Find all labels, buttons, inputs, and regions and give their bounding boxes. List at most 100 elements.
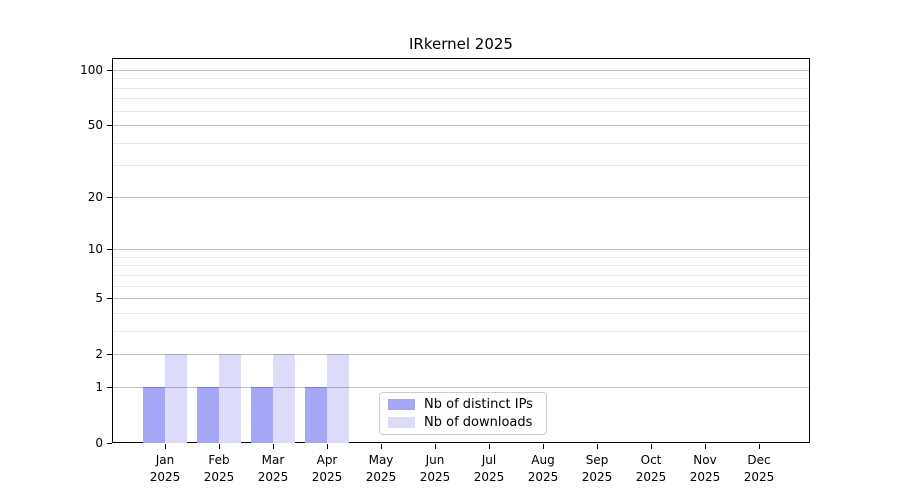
legend-swatch-distinct-ips <box>388 399 415 410</box>
x-tick-year: 2025 <box>743 469 775 484</box>
y-tick-label: 100 <box>80 62 103 77</box>
x-tick-label: Apr 2025 <box>299 452 355 485</box>
y-tick-mark <box>107 249 112 251</box>
x-tick-year: 2025 <box>149 469 181 484</box>
x-tick-year: 2025 <box>311 469 343 484</box>
x-tick-year: 2025 <box>203 469 235 484</box>
x-tick-month: Aug <box>531 453 555 467</box>
gridline-major <box>113 354 809 356</box>
bar-distinct-ips <box>143 386 165 443</box>
bar-distinct-ips <box>305 386 327 443</box>
x-tick-year: 2025 <box>689 469 721 484</box>
y-tick-label: 10 <box>87 242 103 257</box>
x-tick-year: 2025 <box>257 469 289 484</box>
x-tick-mark <box>651 444 652 449</box>
bar-distinct-ips <box>197 386 219 443</box>
x-tick-label: Nov 2025 <box>677 452 733 485</box>
x-tick-mark <box>759 444 760 449</box>
bar-downloads <box>165 354 187 443</box>
x-tick-label: Oct 2025 <box>623 452 679 485</box>
x-tick-year: 2025 <box>581 469 613 484</box>
gridline-minor <box>113 110 809 112</box>
legend: Nb of distinct IPs Nb of downloads <box>379 392 547 435</box>
x-tick-year: 2025 <box>527 469 559 484</box>
y-tick-label: 0 <box>95 436 103 450</box>
y-tick-label: 1 <box>95 379 103 394</box>
x-tick-mark <box>165 444 166 449</box>
x-tick-label: Jul 2025 <box>461 452 517 485</box>
chart-title: IRkernel 2025 <box>409 35 513 53</box>
gridline-major <box>113 298 809 300</box>
gridline-major <box>113 125 809 127</box>
legend-label-distinct-ips: Nb of distinct IPs <box>424 397 533 412</box>
y-tick-label: 5 <box>95 291 103 306</box>
y-tick-label: 2 <box>95 347 103 362</box>
x-tick-mark <box>489 444 490 449</box>
x-tick-mark <box>219 444 220 449</box>
y-tick-mark <box>107 125 112 127</box>
y-tick-mark <box>107 386 112 388</box>
x-tick-label: Jan 2025 <box>137 452 193 485</box>
x-tick-mark <box>381 444 382 449</box>
bar-downloads <box>327 354 349 443</box>
y-tick-mark <box>107 69 112 71</box>
x-tick-month: Jul <box>481 453 497 467</box>
y-tick-mark <box>107 354 112 356</box>
legend-item-distinct-ips: Nb of distinct IPs <box>388 397 538 412</box>
y-tick-label: 20 <box>87 189 103 204</box>
x-tick-label: Aug 2025 <box>515 452 571 485</box>
x-tick-month: Mar <box>261 453 285 467</box>
x-tick-month: Sep <box>585 453 609 467</box>
y-tick-mark <box>107 443 112 444</box>
bar-downloads <box>273 354 295 443</box>
gridline-major <box>113 69 809 71</box>
x-tick-month: Oct <box>640 453 662 467</box>
x-tick-mark <box>705 444 706 449</box>
x-tick-label: Sep 2025 <box>569 452 625 485</box>
x-tick-label: May 2025 <box>353 452 409 485</box>
bar-distinct-ips <box>251 386 273 443</box>
x-tick-month: Apr <box>316 453 338 467</box>
x-tick-label: Jun 2025 <box>407 452 463 485</box>
gridline-major <box>113 196 809 198</box>
x-tick-mark <box>435 444 436 449</box>
legend-item-downloads: Nb of downloads <box>388 415 538 430</box>
y-tick-mark <box>107 298 112 300</box>
gridline-minor <box>113 78 809 80</box>
x-tick-month: Dec <box>747 453 771 467</box>
x-tick-year: 2025 <box>419 469 451 484</box>
x-tick-year: 2025 <box>365 469 397 484</box>
legend-label-downloads: Nb of downloads <box>424 415 533 430</box>
gridline-minor <box>113 265 809 267</box>
x-tick-mark <box>327 444 328 449</box>
x-tick-mark <box>597 444 598 449</box>
x-tick-month: Jan <box>155 453 175 467</box>
y-tick-label: 50 <box>87 118 103 133</box>
x-tick-month: Feb <box>208 453 230 467</box>
gridline-minor <box>113 285 809 287</box>
gridline-minor <box>113 98 809 100</box>
x-tick-mark <box>273 444 274 449</box>
x-tick-year: 2025 <box>635 469 667 484</box>
x-tick-label: Feb 2025 <box>191 452 247 485</box>
y-tick-mark <box>107 196 112 198</box>
bar-downloads <box>219 354 241 443</box>
gridline-major <box>113 249 809 251</box>
legend-swatch-downloads <box>388 417 415 428</box>
x-tick-label: Mar 2025 <box>245 452 301 485</box>
x-tick-month: Jun <box>425 453 445 467</box>
plot-area <box>112 58 810 443</box>
gridline-minor <box>113 256 809 258</box>
x-tick-year: 2025 <box>473 469 505 484</box>
gridline-minor <box>113 330 809 332</box>
x-tick-month: May <box>368 453 394 467</box>
gridline-minor <box>113 274 809 276</box>
gridline-minor <box>113 142 809 144</box>
x-tick-month: Nov <box>693 453 717 467</box>
x-tick-mark <box>543 444 544 449</box>
x-tick-label: Dec 2025 <box>731 452 787 485</box>
gridline-minor <box>113 165 809 167</box>
gridline-major <box>113 386 809 388</box>
gridline-minor <box>113 87 809 89</box>
